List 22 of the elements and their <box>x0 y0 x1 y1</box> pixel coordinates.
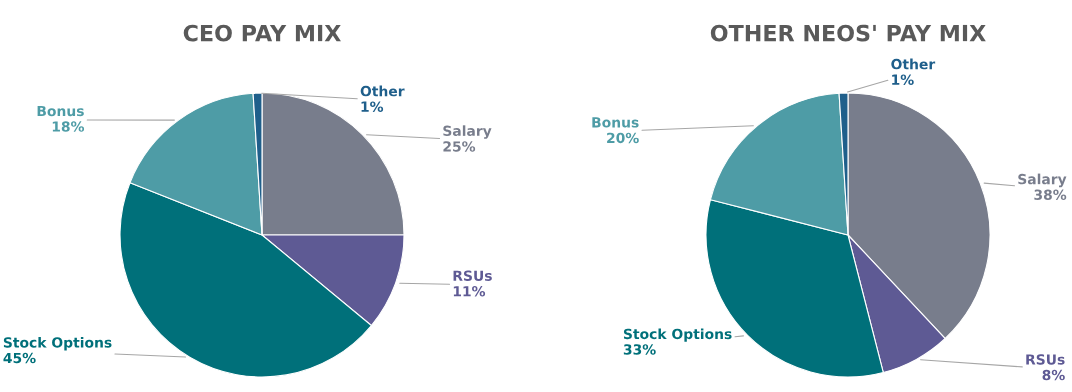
data-label: 33% <box>623 344 656 355</box>
data-label: 11% <box>453 286 486 297</box>
slice-label: Stock Options <box>3 336 112 351</box>
data-label: 38% <box>1034 189 1067 200</box>
slice-label: Salary <box>443 125 492 139</box>
data-label: 18% <box>52 121 85 132</box>
data-label: 45% <box>3 352 36 364</box>
slice-label: Other <box>891 58 936 70</box>
chart-title: OTHER NEOS' PAY MIX <box>710 24 986 42</box>
slice-label: Stock Options <box>623 328 732 342</box>
slice-label: Other <box>360 85 405 97</box>
slice-label: RSUs <box>1026 354 1065 365</box>
slice-label: Bonus <box>37 105 84 117</box>
data-label: 1% <box>892 74 914 85</box>
chart-title: CEO PAY MIX <box>183 24 341 42</box>
slice-label: Salary <box>1018 173 1067 188</box>
slice-label: Bonus <box>592 117 639 128</box>
data-label: 1% <box>361 101 384 112</box>
slice-label: RSUs <box>453 270 492 281</box>
data-label: 25% <box>443 141 476 152</box>
data-label: 20% <box>607 132 639 144</box>
data-label: 8% <box>1042 369 1065 381</box>
